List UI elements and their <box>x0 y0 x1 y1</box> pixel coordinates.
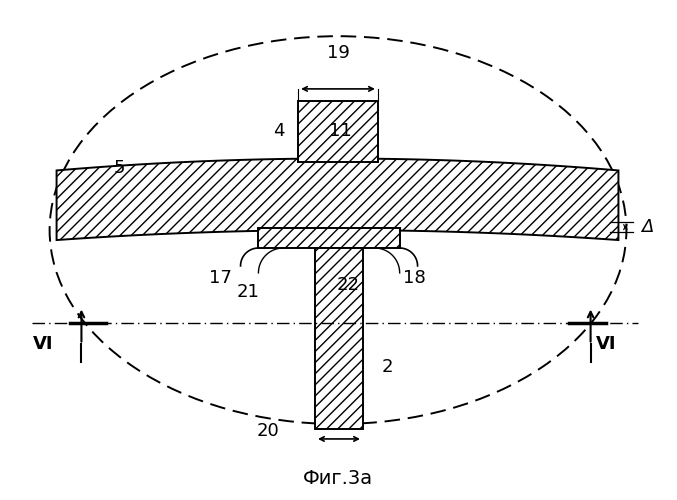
Text: Фиг.3а: Фиг.3а <box>303 469 373 488</box>
Polygon shape <box>299 101 378 162</box>
Text: Δ: Δ <box>641 218 654 236</box>
Polygon shape <box>259 228 399 248</box>
Text: 11: 11 <box>328 122 351 140</box>
Text: 22: 22 <box>336 276 359 294</box>
Polygon shape <box>315 248 363 429</box>
Text: VI: VI <box>596 336 617 353</box>
Text: 19: 19 <box>326 44 349 62</box>
Text: 17: 17 <box>209 269 232 287</box>
Text: 18: 18 <box>403 269 426 287</box>
Text: 4: 4 <box>273 122 284 140</box>
Text: VI: VI <box>33 336 54 353</box>
Polygon shape <box>57 158 618 240</box>
Text: 2: 2 <box>382 358 393 376</box>
Text: 21: 21 <box>237 283 260 301</box>
Text: 5: 5 <box>114 160 125 178</box>
Text: 20: 20 <box>257 422 280 440</box>
